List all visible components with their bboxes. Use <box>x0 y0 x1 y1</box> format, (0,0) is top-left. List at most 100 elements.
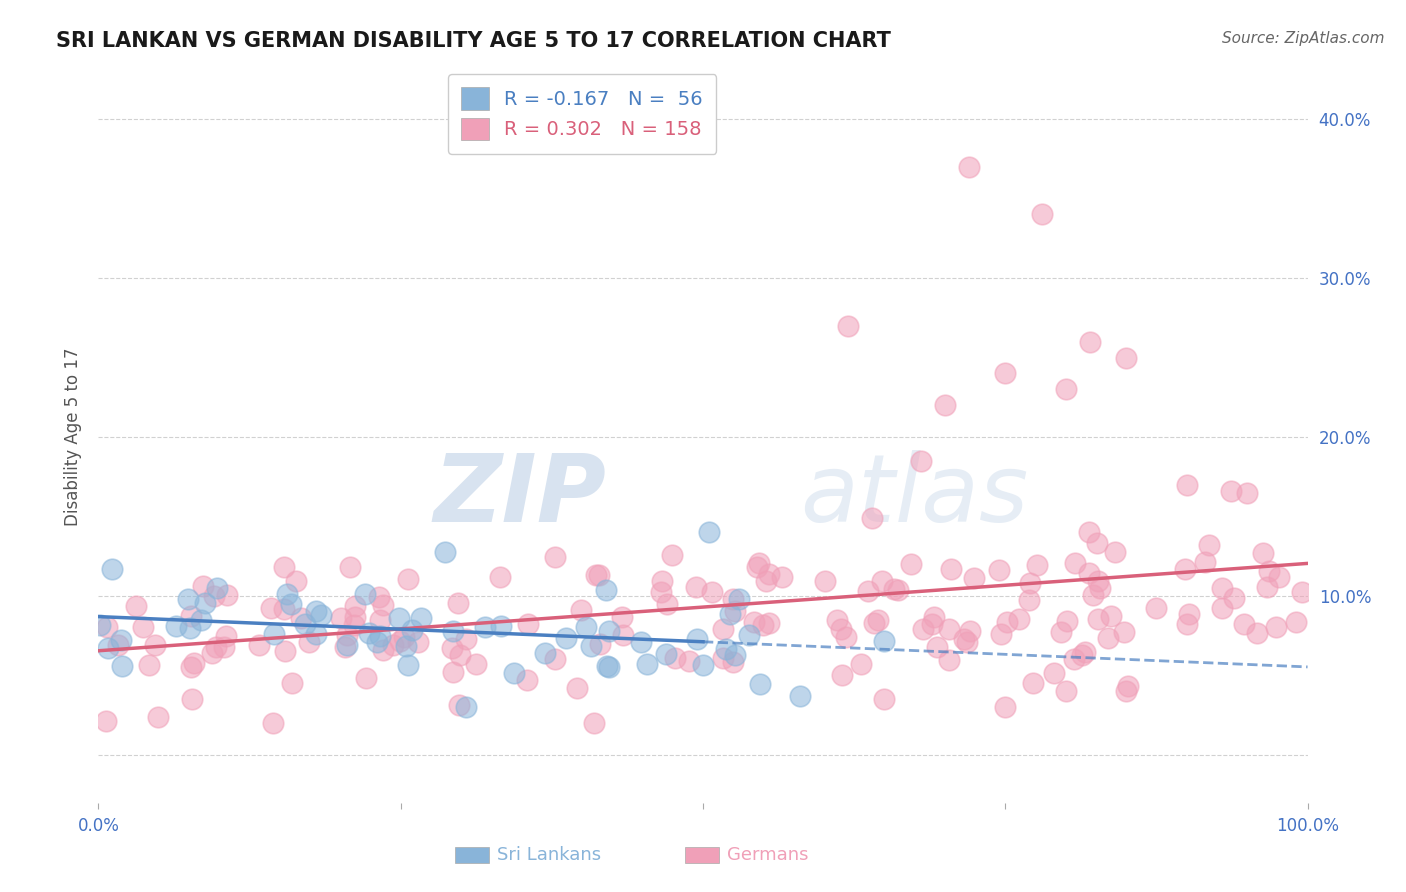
Point <box>1056 614 1078 628</box>
Point <box>1043 665 1066 680</box>
Point <box>441 624 464 638</box>
Point <box>922 609 945 624</box>
Point <box>356 671 378 685</box>
Point <box>1018 575 1040 590</box>
Point <box>1223 591 1246 605</box>
Point <box>212 640 235 654</box>
Point <box>274 644 297 658</box>
Point <box>353 587 375 601</box>
Point <box>96 714 118 728</box>
Point <box>738 628 761 642</box>
Point <box>883 582 905 596</box>
Point <box>711 623 734 637</box>
Point <box>664 651 686 665</box>
Point <box>371 599 394 613</box>
Point <box>343 610 366 624</box>
Point <box>699 525 721 540</box>
Point <box>716 642 738 657</box>
Point <box>1220 483 1243 498</box>
Point <box>273 602 295 616</box>
Point <box>1064 556 1087 570</box>
Point <box>107 638 129 652</box>
Point <box>440 640 463 655</box>
Point <box>718 607 741 622</box>
Point <box>1233 616 1256 631</box>
Point <box>97 640 120 655</box>
Point <box>263 627 285 641</box>
Point <box>849 657 872 671</box>
Point <box>994 367 1017 381</box>
Point <box>388 634 411 648</box>
Point <box>202 590 225 604</box>
Point <box>544 651 567 665</box>
Point <box>336 628 359 642</box>
Point <box>711 651 734 665</box>
Point <box>957 160 980 174</box>
Bar <box>456 847 489 863</box>
Point <box>1049 625 1071 640</box>
Point <box>814 574 837 589</box>
Point <box>281 675 304 690</box>
Point <box>339 560 361 574</box>
Point <box>357 625 380 640</box>
Point <box>1078 334 1101 349</box>
Point <box>396 658 419 673</box>
Point <box>343 599 366 613</box>
Point <box>825 613 848 627</box>
Point <box>1211 581 1233 595</box>
Point <box>110 633 132 648</box>
Point <box>544 549 567 564</box>
Point <box>1198 538 1220 552</box>
Point <box>367 591 389 605</box>
Point <box>336 638 359 652</box>
Point <box>502 666 524 681</box>
Point <box>1087 574 1109 589</box>
Point <box>1246 625 1268 640</box>
Point <box>1078 566 1101 581</box>
Point <box>727 592 749 607</box>
Point <box>612 627 634 641</box>
Point <box>181 691 204 706</box>
Point <box>396 573 419 587</box>
Text: Germans: Germans <box>727 846 808 863</box>
Point <box>1175 617 1198 632</box>
Point <box>411 611 433 625</box>
Point <box>588 567 610 582</box>
Point <box>217 588 239 602</box>
Point <box>1099 608 1122 623</box>
Text: SRI LANKAN VS GERMAN DISABILITY AGE 5 TO 17 CORRELATION CHART: SRI LANKAN VS GERMAN DISABILITY AGE 5 TO… <box>56 31 891 51</box>
Point <box>655 597 678 611</box>
Point <box>474 620 496 634</box>
Point <box>959 624 981 638</box>
Point <box>994 700 1017 714</box>
Point <box>1081 588 1104 602</box>
Point <box>449 648 471 663</box>
Point <box>834 630 856 644</box>
Point <box>1116 679 1139 693</box>
Point <box>721 592 744 607</box>
Point <box>724 648 747 663</box>
Point <box>146 710 169 724</box>
Point <box>595 583 617 598</box>
Point <box>131 620 153 634</box>
Point <box>449 698 471 712</box>
Point <box>686 632 709 646</box>
Point <box>1174 562 1197 576</box>
Point <box>260 601 283 615</box>
Point <box>742 615 765 629</box>
Point <box>873 692 896 706</box>
Point <box>395 639 418 653</box>
Point <box>441 665 464 680</box>
Point <box>180 609 202 624</box>
Point <box>661 548 683 562</box>
Point <box>837 318 859 333</box>
Point <box>96 620 118 634</box>
Point <box>205 582 228 596</box>
Point <box>751 617 773 632</box>
Point <box>1021 676 1043 690</box>
Point <box>343 618 366 632</box>
Point <box>309 607 332 622</box>
Point <box>1236 485 1258 500</box>
Point <box>1115 684 1137 698</box>
Point <box>987 563 1010 577</box>
